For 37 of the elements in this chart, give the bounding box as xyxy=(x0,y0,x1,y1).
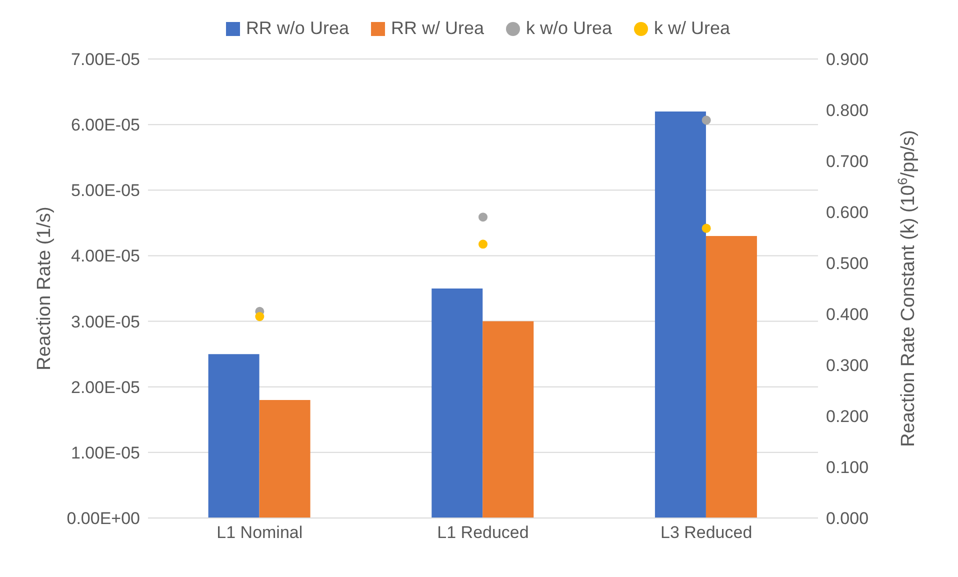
y-tick-label: 4.00E-05 xyxy=(71,246,140,266)
bar xyxy=(432,288,483,518)
y2-tick-label: 0.000 xyxy=(826,509,869,528)
y2-tick-label: 0.100 xyxy=(826,458,869,478)
y-tick-label: 5.00E-05 xyxy=(71,181,140,200)
legend-label: k w/ Urea xyxy=(654,18,730,39)
point xyxy=(255,312,264,322)
bar xyxy=(654,111,706,518)
y2-tick-label: 0.300 xyxy=(826,356,869,376)
y-tick-label: 2.00E-05 xyxy=(71,378,140,397)
legend-label: RR w/o Urea xyxy=(246,18,349,39)
y2-tick-label: 0.700 xyxy=(826,152,869,172)
x-tick-label: L1 Nominal xyxy=(216,523,303,542)
y2-tick-label: 0.500 xyxy=(826,254,869,274)
bar xyxy=(259,400,310,518)
y2-tick-label: 0.200 xyxy=(826,407,869,426)
legend-label: RR w/ Urea xyxy=(390,18,484,39)
bar xyxy=(208,354,260,518)
legend-label: k w/o Urea xyxy=(526,18,612,39)
y-tick-label: 0.00E+00 xyxy=(66,509,140,528)
y-tick-label: 3.00E-05 xyxy=(71,312,140,332)
y-tick-label: 6.00E-05 xyxy=(71,116,140,135)
y2-tick-label: 0.800 xyxy=(826,101,869,120)
bar xyxy=(706,236,757,518)
y-tick-label: 7.00E-05 xyxy=(71,50,140,70)
bar xyxy=(482,321,534,518)
x-tick-label: L3 Reduced xyxy=(660,523,752,542)
y2-tick-label: 0.900 xyxy=(826,50,869,70)
point xyxy=(478,240,488,249)
y-axis-title: Reaction Rate (1/s) xyxy=(34,206,55,370)
y2-tick-label: 0.400 xyxy=(826,305,869,324)
point xyxy=(478,212,488,222)
y-tick-label: 1.00E-05 xyxy=(71,443,140,462)
x-tick-label: L1 Reduced xyxy=(437,523,529,542)
point xyxy=(702,224,711,233)
y2-tick-label: 0.600 xyxy=(826,203,869,222)
point xyxy=(702,116,711,125)
